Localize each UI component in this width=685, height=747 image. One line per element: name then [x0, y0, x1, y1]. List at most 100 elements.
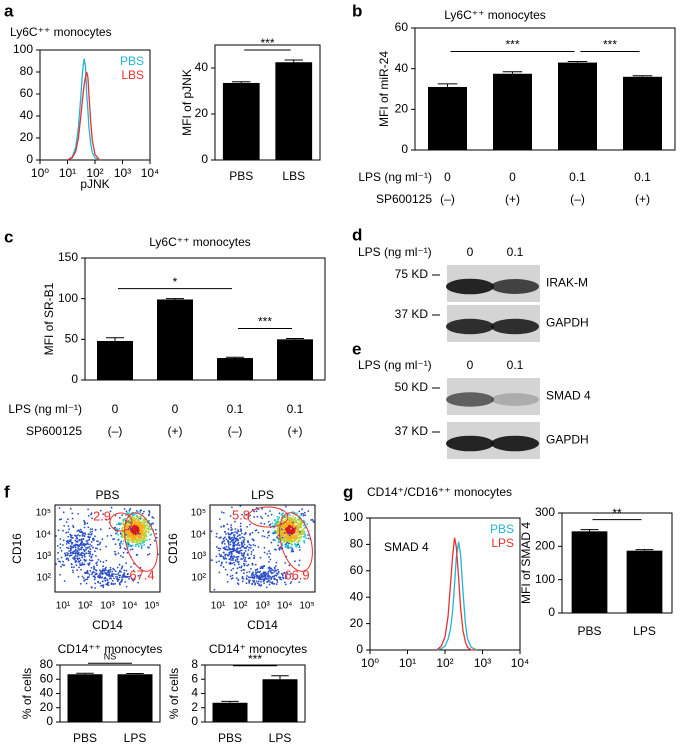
flow-dot	[78, 566, 80, 569]
size-marker: 37 KD	[395, 307, 429, 321]
flow-dot	[286, 540, 289, 543]
flow-dot	[256, 571, 258, 574]
flow-dot	[121, 543, 124, 545]
annotation: SMAD 4	[384, 540, 429, 554]
y-tick-label: 60	[20, 86, 34, 100]
flow-dot	[239, 537, 241, 540]
flow-dot	[144, 529, 147, 532]
flow-dot	[276, 530, 279, 532]
flow-dot	[70, 563, 73, 565]
flow-dot	[79, 563, 81, 565]
flow-dot	[147, 546, 150, 549]
x-tick-label: 10²	[233, 601, 248, 612]
flow-dot	[278, 540, 281, 543]
flow-dot	[70, 536, 72, 538]
y-tick-label: 0	[191, 714, 198, 728]
flow-dot	[230, 559, 233, 561]
flow-dot	[118, 527, 121, 530]
flow-dot	[135, 510, 138, 512]
flow-dot	[298, 526, 301, 529]
flow-dot	[117, 522, 120, 524]
flow-dot	[258, 578, 261, 581]
flow-dot	[144, 526, 146, 529]
flow-dot	[243, 569, 246, 571]
flow-dot	[278, 516, 281, 519]
flow-dot	[83, 521, 86, 524]
flow-dot	[93, 575, 96, 577]
flow-dot	[249, 546, 252, 549]
blot-band	[491, 393, 539, 406]
flow-dot	[282, 538, 285, 541]
flow-dot	[222, 566, 225, 568]
flow-dot	[76, 530, 79, 532]
flow-dot	[59, 573, 61, 576]
flow-dot	[246, 575, 248, 577]
flow-dot	[303, 511, 306, 514]
flow-dot	[244, 532, 247, 535]
flow-dot	[140, 543, 143, 545]
flow-dot	[97, 558, 100, 561]
flow-dot	[116, 573, 118, 576]
x-tick-label: PBS	[577, 624, 601, 638]
flow-dot	[224, 536, 226, 539]
flow-dot	[102, 561, 105, 564]
flow-dot	[57, 551, 59, 554]
flow-dot	[245, 577, 248, 580]
y-tick-label: 40	[40, 686, 54, 700]
flow-dot	[65, 531, 68, 534]
flow-dot	[76, 541, 79, 543]
flow-dot	[104, 579, 107, 582]
flow-dot	[86, 539, 89, 542]
flow-dot	[131, 544, 134, 547]
flow-dot	[90, 541, 93, 543]
condition-value: 0.1	[634, 170, 651, 184]
flow-dot	[109, 568, 112, 571]
flow-dot	[151, 516, 154, 519]
flow-dot	[81, 555, 84, 557]
flow-dot	[264, 577, 266, 580]
flow-dot	[55, 563, 57, 565]
flow-dot	[116, 566, 119, 569]
flow-dot	[310, 519, 312, 521]
flow-dot	[278, 576, 280, 579]
y-tick-label: 0	[356, 642, 363, 656]
y-tick-label: 10²	[192, 573, 207, 584]
x-tick-label: LBS	[282, 169, 305, 183]
flow-dot	[236, 548, 238, 551]
lane-label: 0.1	[507, 245, 524, 259]
flow-dot	[275, 574, 278, 577]
flow-dot	[221, 542, 224, 545]
flow-dot	[286, 572, 289, 575]
flow-dot	[114, 553, 117, 555]
y-tick-label: 100	[343, 510, 363, 524]
flow-dot	[102, 565, 104, 568]
flow-dot	[256, 582, 259, 585]
flow-dot	[262, 530, 265, 532]
flow-dot	[118, 576, 121, 579]
flow-dot	[89, 548, 92, 551]
flow-dot	[97, 540, 99, 543]
flow-dot	[123, 575, 126, 578]
flow-dot	[253, 575, 256, 578]
y-tick-label: 10³	[37, 551, 52, 562]
flow-dot	[272, 569, 275, 572]
flow-dot	[108, 527, 111, 530]
flow-dot	[140, 522, 143, 524]
flow-dot	[233, 563, 236, 566]
flow-dot	[242, 562, 245, 565]
flow-dot	[290, 529, 292, 532]
flow-dot	[307, 510, 310, 512]
flow-dot	[240, 530, 242, 533]
y-axis-label: MFI of pJNK	[180, 69, 194, 136]
flow-dot	[295, 537, 297, 539]
flow-dot	[224, 548, 227, 551]
bar	[97, 340, 133, 380]
flow-dot	[101, 576, 104, 579]
flow-dot	[78, 549, 81, 551]
flow-dot	[127, 539, 129, 541]
flow-dot	[226, 523, 229, 526]
flow-dot	[233, 538, 235, 540]
flow-dot	[267, 574, 270, 576]
condition-value: 0.1	[227, 402, 244, 416]
flow-dot	[234, 528, 237, 530]
